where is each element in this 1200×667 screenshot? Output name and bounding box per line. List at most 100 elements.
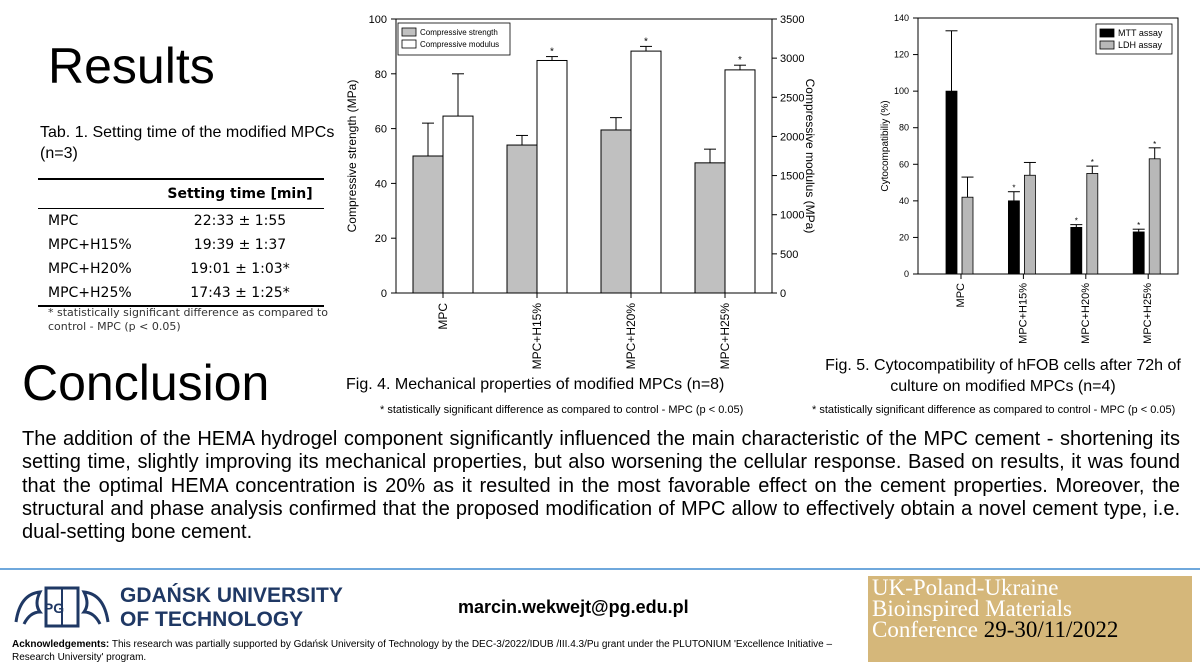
bar-mtt [1007, 200, 1020, 275]
table-top-rule [38, 178, 324, 180]
footer-divider [0, 568, 1200, 570]
y2-tick-label: 500 [780, 249, 798, 261]
setting-time-table: Setting time [min] MPC 22:33 ± 1:55 MPC+… [38, 178, 324, 307]
university-name: GDAŃSK UNIVERSITY OF TECHNOLOGY [120, 584, 343, 632]
legend-label: LDH assay [1118, 40, 1163, 50]
x-tick-label: MPC+H25% [718, 303, 732, 370]
y-tick-label: 80 [375, 69, 387, 81]
bar-ldh [961, 196, 974, 275]
y2-tick-label: 0 [780, 288, 786, 300]
legend-swatch [401, 39, 417, 49]
mechanical-properties-chart: 0204060801000500100015002000250030003500… [345, 14, 817, 370]
bar-strength [506, 144, 538, 294]
table-header-setting-time: Setting time [min] [167, 186, 313, 202]
table-footnote: * statistically significant difference a… [48, 306, 328, 333]
conference-line1: UK-Poland-Ukraine [872, 575, 1059, 600]
x-tick-label: MPC+H20% [624, 303, 638, 370]
table-row: MPC+H15% 19:39 ± 1:37 [38, 233, 324, 257]
y-tick-label: 40 [899, 196, 909, 206]
gdansk-university-logo: PG [14, 586, 110, 628]
y-tick-label: 60 [375, 124, 387, 136]
fig5-caption: Fig. 5. Cytocompatibility of hFOB cells … [825, 357, 1181, 395]
table-cell-value: 17:43 ± 1:25* [190, 285, 290, 301]
cytocompatibility-chart: 0 20 40 60 80 100 120 140 Cytocompatibiliy (%) MP… [880, 13, 1179, 344]
table-caption: Tab. 1. Setting time of the modified MPC… [40, 124, 335, 162]
x-tick-label: MPC [436, 303, 450, 330]
table-cell-name: MPC [48, 213, 79, 229]
bar-modulus [630, 50, 662, 294]
bar-modulus [536, 59, 568, 294]
y-tick-label: 80 [899, 123, 909, 133]
significance-mark: * [1091, 158, 1094, 167]
y-tick-label: 0 [381, 288, 387, 300]
significance-mark: * [1137, 221, 1140, 230]
x-tick-label: MPC+H15% [1017, 283, 1029, 344]
y2-tick-label: 3000 [780, 53, 804, 65]
x-tick-label: MPC+H20% [1080, 283, 1092, 344]
y2-tick-label: 2000 [780, 131, 804, 143]
y2-tick-label: 1000 [780, 210, 804, 222]
table-cell-name: MPC+H20% [48, 261, 132, 277]
results-heading: Results [48, 38, 215, 94]
x-tick-label: MPC+H15% [530, 303, 544, 370]
legend-label: Compressive modulus [420, 40, 499, 49]
ack-text: This research was partially supported by… [12, 639, 833, 663]
significance-mark: * [550, 47, 554, 58]
y2-tick-label: 3500 [780, 14, 804, 26]
legend-swatch [401, 27, 417, 37]
bar-mtt [1070, 226, 1083, 275]
fig5-footnote: * statistically significant difference a… [812, 404, 1176, 416]
y-axis-label: Cytocompatibiliy (%) [880, 100, 891, 191]
university-name-line1: GDAŃSK UNIVERSITY [120, 584, 343, 607]
table-cell-value: 22:33 ± 1:55 [193, 213, 287, 229]
significance-mark: * [1153, 140, 1156, 149]
significance-mark: * [1012, 184, 1015, 193]
bar-ldh [1148, 158, 1161, 275]
y-tick-label: 120 [894, 50, 909, 60]
conference-word: Conference [872, 617, 978, 642]
plot-frame [395, 18, 773, 294]
bar-strength [600, 129, 632, 294]
y-tick-label: 20 [899, 232, 909, 242]
y-tick-label: 20 [375, 233, 387, 245]
bar-mtt [945, 90, 958, 275]
bar-strength [412, 155, 444, 294]
conclusion-heading: Conclusion [22, 355, 270, 411]
conference-date: 29-30/11/2022 [983, 617, 1119, 642]
acknowledgements: Acknowledgements: This research was part… [12, 638, 852, 664]
conference-badge: UK-Poland-Ukraine Bioinspired Materials … [868, 576, 1192, 662]
conclusion-paragraph: The addition of the HEMA hydrogel compon… [22, 428, 1180, 544]
y2-tick-label: 2500 [780, 92, 804, 104]
y2-tick-label: 1500 [780, 171, 804, 183]
legend-label: MTT assay [1118, 28, 1163, 38]
table-row: MPC+H25% 17:43 ± 1:25* [38, 281, 324, 307]
bar-strength [694, 162, 726, 294]
bar-modulus [724, 69, 756, 294]
fig4-footnote: * statistically significant difference a… [380, 404, 744, 416]
legend-box [397, 22, 511, 56]
table-row: MPC 22:33 ± 1:55 [38, 209, 324, 233]
contact-email[interactable]: marcin.wekwejt@pg.edu.pl [458, 597, 689, 617]
university-name-line2: OF TECHNOLOGY [120, 608, 304, 631]
y-tick-label: 140 [894, 13, 909, 23]
y-tick-label: 0 [904, 269, 909, 279]
plot-frame [917, 17, 1179, 275]
y-tick-label: 100 [369, 14, 387, 26]
table-header-row: Setting time [min] [38, 180, 324, 209]
table-cell-value: 19:01 ± 1:03* [190, 261, 290, 277]
legend-label: Compressive strength [420, 28, 498, 37]
legend-swatch [1099, 40, 1115, 50]
x-tick-label: MPC+H25% [1142, 283, 1154, 344]
table-cell-name: MPC+H25% [48, 285, 132, 301]
ack-label: Acknowledgements: [12, 639, 110, 650]
table-cell-name: MPC+H15% [48, 237, 132, 253]
y-axis-label: Compressive strength (MPa) [345, 80, 359, 233]
significance-mark: * [1075, 217, 1078, 226]
conference-line3: Conference 29-30/11/2022 [872, 617, 1119, 642]
fig4-caption: Fig. 4. Mechanical properties of modifie… [346, 376, 725, 393]
y-tick-label: 60 [899, 159, 909, 169]
bar-modulus [442, 115, 474, 294]
logo-letter-p: PG [44, 600, 64, 616]
significance-mark: * [644, 36, 648, 47]
y2-axis-label: Compressive modulus (MPa) [803, 79, 817, 234]
